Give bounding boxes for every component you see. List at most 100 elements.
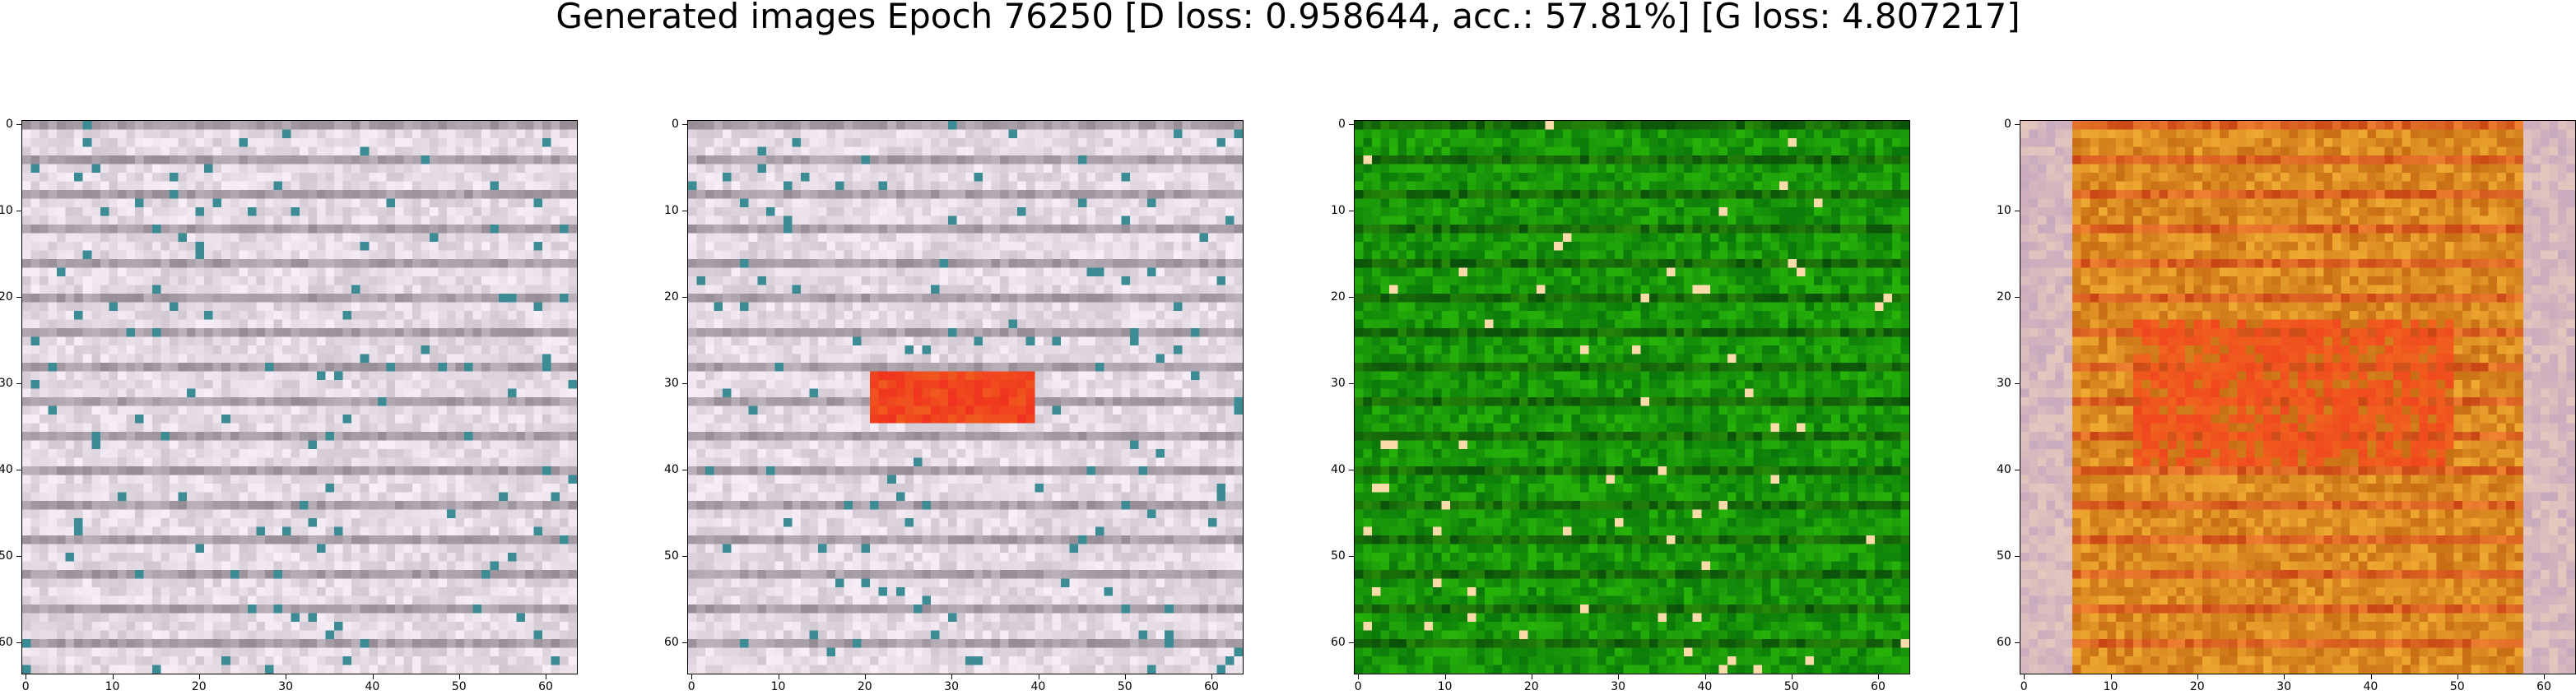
y-tick-label: 10: [664, 204, 679, 218]
y-tick-label: 20: [664, 290, 679, 304]
x-tick-label: 20: [1523, 680, 1539, 693]
y-tick-label: 60: [0, 636, 13, 650]
y-tick: [682, 642, 687, 644]
y-tick-label: 40: [1997, 463, 2011, 477]
x-tick-label: 20: [857, 680, 872, 693]
y-tick-label: 50: [1997, 549, 2011, 563]
y-tick: [2015, 297, 2020, 299]
y-tick-label: 30: [1997, 377, 2011, 391]
x-tick: [691, 674, 693, 679]
generated-image-canvas: [22, 121, 577, 674]
y-tick-label: 10: [0, 204, 13, 218]
y-tick: [682, 556, 687, 558]
x-tick-label: 40: [1030, 680, 1046, 693]
y-tick-label: 60: [1997, 636, 2011, 650]
x-tick-label: 60: [1871, 680, 1886, 693]
generated-image-canvas: [688, 121, 1243, 674]
x-tick-label: 0: [21, 680, 30, 693]
x-tick-label: 60: [1204, 680, 1219, 693]
generated-image: [21, 120, 578, 674]
x-tick-label: 0: [2020, 680, 2028, 693]
y-tick-label: 10: [1331, 204, 1346, 218]
y-tick-label: 20: [0, 290, 13, 304]
x-tick: [2457, 674, 2458, 679]
x-tick-label: 0: [1354, 680, 1362, 693]
y-tick: [16, 383, 21, 385]
y-tick: [682, 297, 687, 299]
x-tick: [951, 674, 953, 679]
x-tick-label: 10: [105, 680, 120, 693]
x-tick-label: 50: [2449, 680, 2465, 693]
y-tick-label: 40: [1331, 463, 1346, 477]
x-tick: [864, 674, 866, 679]
generated-image: [1354, 120, 1910, 674]
y-tick: [1349, 124, 1354, 126]
generated-image: [2020, 120, 2576, 674]
x-tick: [198, 674, 200, 679]
x-tick-label: 40: [365, 680, 380, 693]
x-tick: [2197, 674, 2198, 679]
y-tick-label: 50: [1331, 549, 1346, 563]
image-panel-1: 0 10 20 30 40 50 60 0 10 20 30 40 50 60: [0, 118, 578, 693]
x-tick-label: 30: [1611, 680, 1626, 693]
y-tick-label: 40: [664, 463, 679, 477]
image-panel-3: 0 10 20 30 40 50 60 0 10 20 30 40 50 60: [1331, 118, 1910, 693]
x-tick: [1618, 674, 1620, 679]
x-tick-label: 60: [2536, 680, 2551, 693]
y-tick: [16, 642, 21, 644]
y-tick-label: 20: [1997, 290, 2011, 304]
y-tick: [16, 124, 21, 126]
y-tick: [1349, 642, 1354, 644]
x-tick-label: 20: [191, 680, 207, 693]
y-tick-label: 50: [664, 549, 679, 563]
x-tick-label: 60: [538, 680, 553, 693]
y-tick-label: 20: [1331, 290, 1346, 304]
x-tick: [2544, 674, 2546, 679]
x-tick-label: 30: [2276, 680, 2292, 693]
y-tick: [682, 383, 687, 385]
y-tick: [2015, 556, 2020, 558]
x-tick-label: 40: [2363, 680, 2378, 693]
x-tick-label: 20: [2189, 680, 2205, 693]
x-tick-label: 50: [1783, 680, 1799, 693]
x-tick-label: 40: [1697, 680, 1713, 693]
x-tick-label: 50: [451, 680, 467, 693]
y-tick-label: 40: [0, 463, 13, 477]
x-tick-label: 30: [944, 680, 960, 693]
x-tick: [1358, 674, 1360, 679]
x-tick: [1444, 674, 1446, 679]
figure-title: Generated images Epoch 76250 [D loss: 0.…: [556, 0, 2020, 36]
x-tick: [1211, 674, 1213, 679]
x-tick: [372, 674, 374, 679]
x-tick: [2370, 674, 2372, 679]
y-tick: [1349, 556, 1354, 558]
y-tick: [16, 297, 21, 299]
y-tick-label: 30: [1331, 377, 1346, 391]
x-tick-label: 10: [2103, 680, 2118, 693]
y-tick-label: 60: [1331, 636, 1346, 650]
x-tick-label: 50: [1117, 680, 1132, 693]
generated-image-canvas: [1355, 121, 1909, 674]
x-tick-label: 10: [1437, 680, 1453, 693]
x-tick: [1124, 674, 1126, 679]
y-tick-label: 0: [1338, 118, 1346, 132]
y-tick-label: 50: [0, 549, 13, 563]
y-tick-label: 0: [6, 118, 13, 132]
generated-image: [687, 120, 1244, 674]
y-tick: [16, 556, 21, 558]
y-tick-label: 30: [0, 377, 13, 391]
x-tick: [1704, 674, 1706, 679]
y-tick-label: 0: [2004, 118, 2011, 132]
x-tick: [2110, 674, 2112, 679]
x-tick: [1878, 674, 1880, 679]
image-panel-2: 0 10 20 30 40 50 60 0 10 20 30 40 50 60: [664, 118, 1244, 693]
y-tick-label: 30: [664, 377, 679, 391]
x-tick: [112, 674, 114, 679]
y-tick: [2015, 383, 2020, 385]
y-tick-label: 60: [664, 636, 679, 650]
x-tick-label: 0: [687, 680, 695, 693]
image-panel-4: 0 10 20 30 40 50 60 0 10 20 30 40 50 60: [1997, 118, 2576, 693]
y-tick-label: 10: [1997, 204, 2011, 218]
x-tick-label: 10: [770, 680, 786, 693]
x-tick-label: 30: [278, 680, 294, 693]
